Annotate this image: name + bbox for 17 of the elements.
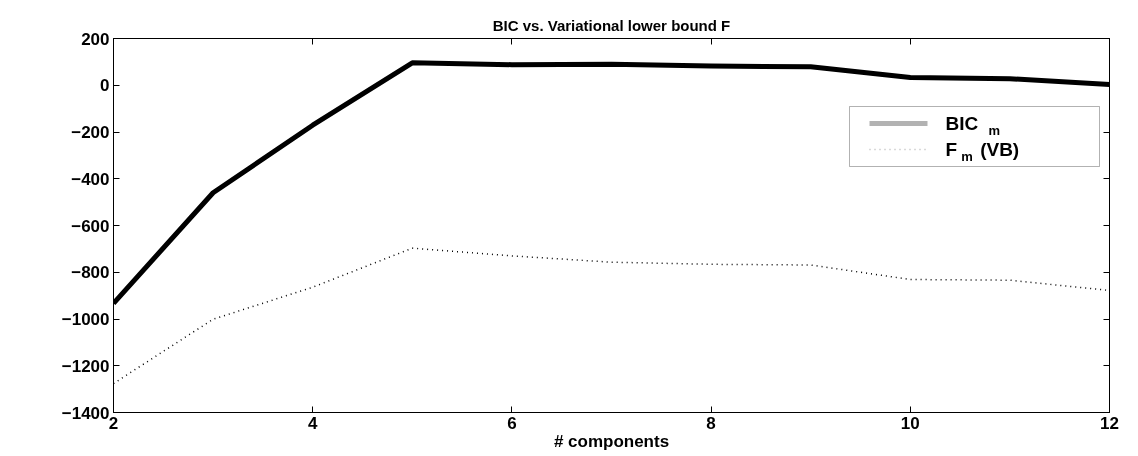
- chart-title: BIC vs. Variational lower bound F: [492, 16, 731, 34]
- y-tick-label: 200: [81, 29, 110, 49]
- y-tick-label: −400: [71, 169, 110, 189]
- x-tick-label: 10: [900, 413, 920, 433]
- y-tick-label: −1400: [61, 403, 110, 423]
- y-tick-label: −600: [71, 216, 110, 236]
- x-tick-label: 4: [307, 413, 318, 433]
- y-tick-label: −1000: [61, 310, 110, 329]
- y-tick-label: −800: [71, 263, 110, 283]
- x-tick-label: 8: [706, 413, 716, 433]
- y-tick-label: −1200: [61, 356, 110, 376]
- y-tick-label: 0: [100, 76, 110, 96]
- x-tick-label: 6: [507, 413, 517, 433]
- y-tick-label: −200: [71, 123, 110, 142]
- x-axis-title: # components: [553, 431, 670, 451]
- x-tick-label: 2: [108, 413, 119, 433]
- x-tick-label: 12: [1100, 413, 1119, 433]
